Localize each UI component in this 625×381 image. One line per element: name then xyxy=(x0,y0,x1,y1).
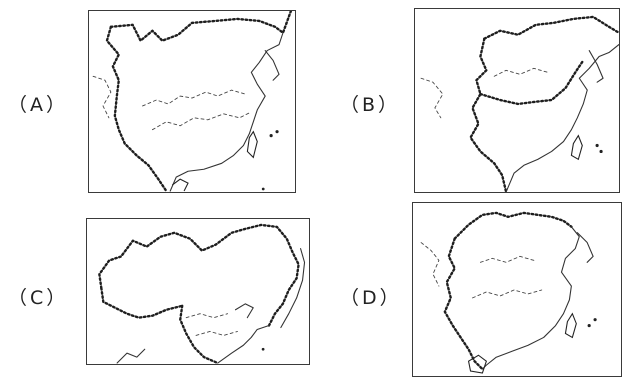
map-a-river-north xyxy=(142,89,246,107)
map-b-dot-1 xyxy=(595,143,599,148)
map-a-outer-border xyxy=(109,11,293,42)
map-a-west-border xyxy=(105,25,168,192)
map-a-taiwan xyxy=(246,130,258,159)
map-a-dot-1 xyxy=(269,134,273,138)
map-d-river-1 xyxy=(479,255,535,263)
map-a-hainan xyxy=(171,178,189,192)
map-c-west-border xyxy=(100,286,184,319)
map-a-korea xyxy=(264,50,280,81)
map-c-river-1 xyxy=(185,313,229,319)
map-d-drawing xyxy=(420,211,597,374)
map-c-coast xyxy=(217,324,270,364)
map-b-outer-border xyxy=(483,15,619,40)
map-c-hainan-coast xyxy=(116,348,146,364)
map-c-drawing xyxy=(98,223,306,364)
map-b-river-north xyxy=(493,67,549,77)
map-option-a[interactable] xyxy=(88,10,296,193)
map-a-drawing xyxy=(92,11,293,192)
map-d-dot-2 xyxy=(593,318,597,322)
map-a-dot-2 xyxy=(275,130,279,134)
map-b-drawing xyxy=(420,15,619,192)
map-c-yellow-sea xyxy=(234,303,254,319)
map-d-coast xyxy=(481,226,580,370)
map-c-river-2 xyxy=(195,330,238,336)
map-a-river-south xyxy=(151,111,252,131)
map-d-hainan xyxy=(467,354,487,374)
map-option-c[interactable] xyxy=(86,218,310,365)
map-a-dot-3 xyxy=(261,187,265,191)
map-b-dot-2 xyxy=(599,149,603,154)
map-d-dot-1 xyxy=(587,324,591,328)
map-option-d[interactable] xyxy=(412,202,622,377)
map-d-west-border xyxy=(443,237,484,371)
map-d-river-2 xyxy=(472,289,543,299)
map-d-outer-border xyxy=(453,211,573,240)
map-b-river-west xyxy=(420,77,444,119)
map-a-coast xyxy=(169,32,284,192)
map-c-dot-1 xyxy=(261,347,265,351)
map-c-outer-border xyxy=(98,223,300,327)
map-b-coast xyxy=(505,44,619,192)
map-a-river-west xyxy=(92,75,112,119)
map-c-south-border xyxy=(179,304,219,364)
map-c-japan xyxy=(280,248,306,329)
option-d-label: （D） xyxy=(340,287,402,309)
option-c-label: （C） xyxy=(8,287,69,309)
map-d-korea xyxy=(576,232,594,263)
map-b-taiwan xyxy=(570,134,583,161)
option-b-label: （B） xyxy=(340,94,401,116)
map-d-river-3 xyxy=(420,242,440,287)
map-d-taiwan xyxy=(564,312,577,339)
map-b-inner-border xyxy=(469,37,508,192)
map-b-korea xyxy=(588,50,604,83)
map-b-south-border xyxy=(479,59,585,106)
option-a-label: （A） xyxy=(8,94,68,116)
map-option-b[interactable] xyxy=(414,8,620,193)
